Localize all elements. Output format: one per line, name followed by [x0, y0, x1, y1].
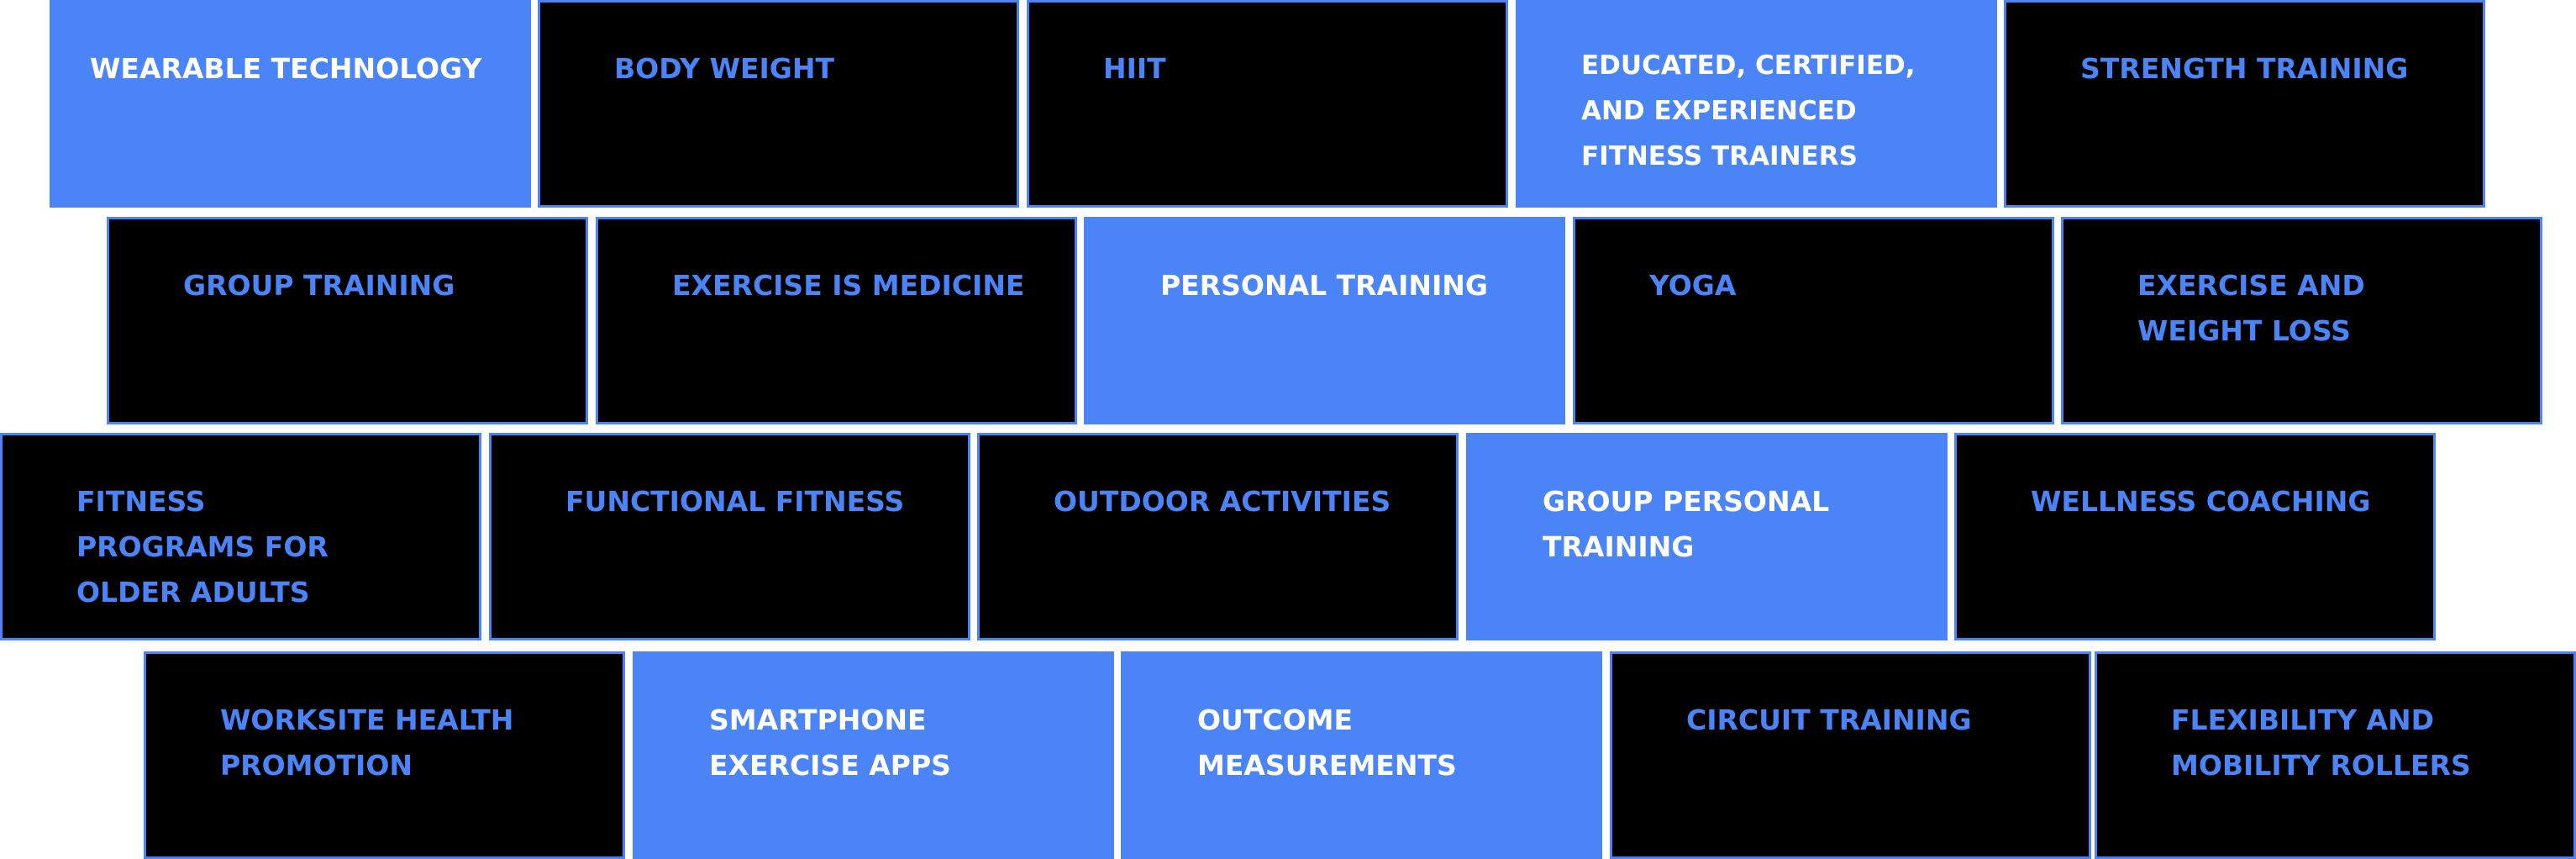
tile-group-training: GROUP TRAINING	[107, 217, 588, 424]
tile-yoga: YOGA	[1573, 217, 2054, 424]
tile-functional-fitness: FUNCTIONAL FITNESS	[489, 433, 970, 640]
tile-hiit: HIIT	[1027, 0, 1508, 208]
tile-wellness-coaching: WELLNESS COACHING	[1954, 433, 2436, 640]
tile-label: WORKSITE HEALTH PROMOTION	[220, 704, 514, 782]
tile-label: EDUCATED, CERTIFIED, AND EXPERIENCED FIT…	[1581, 50, 1916, 171]
tile-label: EXERCISE AND WEIGHT LOSS	[2137, 269, 2365, 347]
tile-label: OUTCOME MEASUREMENTS	[1197, 704, 1457, 782]
tile-label: GROUP PERSONAL TRAINING	[1543, 485, 1830, 563]
tile-label: GROUP TRAINING	[183, 269, 455, 302]
tile-label: EXERCISE IS MEDICINE	[672, 269, 1025, 302]
tile-label: HIIT	[1103, 52, 1166, 85]
tile-label: SMARTPHONE EXERCISE APPS	[709, 704, 951, 782]
tile-outcome-measurements: OUTCOME MEASUREMENTS	[1121, 651, 1602, 859]
tile-strength-training: STRENGTH TRAINING	[2004, 0, 2485, 208]
tile-circuit-training: CIRCUIT TRAINING	[1610, 651, 2091, 859]
tile-fitness-programs-older-adults: FITNESS PROGRAMS FOR OLDER ADULTS	[0, 433, 481, 640]
tile-exercise-is-medicine: EXERCISE IS MEDICINE	[596, 217, 1077, 424]
tile-label: FUNCTIONAL FITNESS	[565, 485, 905, 518]
tile-label: WEARABLE TECHNOLOGY	[90, 52, 482, 85]
tile-label: WELLNESS COACHING	[2031, 485, 2371, 518]
tile-educated-certified-trainers: EDUCATED, CERTIFIED, AND EXPERIENCED FIT…	[1516, 0, 1997, 208]
tile-group-personal-training: GROUP PERSONAL TRAINING	[1466, 433, 1948, 640]
tile-label: PERSONAL TRAINING	[1160, 269, 1488, 302]
tile-outdoor-activities: OUTDOOR ACTIVITIES	[977, 433, 1459, 640]
tile-label: FITNESS PROGRAMS FOR OLDER ADULTS	[76, 485, 329, 609]
tile-label: CIRCUIT TRAINING	[1686, 704, 1972, 736]
tile-body-weight: BODY WEIGHT	[538, 0, 1019, 208]
tile-smartphone-exercise-apps: SMARTPHONE EXERCISE APPS	[633, 651, 1114, 859]
tile-label: OUTDOOR ACTIVITIES	[1054, 485, 1391, 518]
tile-exercise-and-weight-loss: EXERCISE AND WEIGHT LOSS	[2061, 217, 2542, 424]
tile-label: YOGA	[1649, 269, 1737, 302]
tile-label: BODY WEIGHT	[614, 52, 835, 85]
tile-wearable-technology: WEARABLE TECHNOLOGY	[50, 0, 531, 208]
tile-worksite-health-promotion: WORKSITE HEALTH PROMOTION	[144, 651, 625, 859]
tile-label: STRENGTH TRAINING	[2080, 52, 2409, 85]
tile-personal-training: PERSONAL TRAINING	[1084, 217, 1565, 424]
tile-label: FLEXIBILITY AND MOBILITY ROLLERS	[2171, 704, 2471, 782]
tile-flexibility-mobility-rollers: FLEXIBILITY AND MOBILITY ROLLERS	[2095, 651, 2576, 859]
